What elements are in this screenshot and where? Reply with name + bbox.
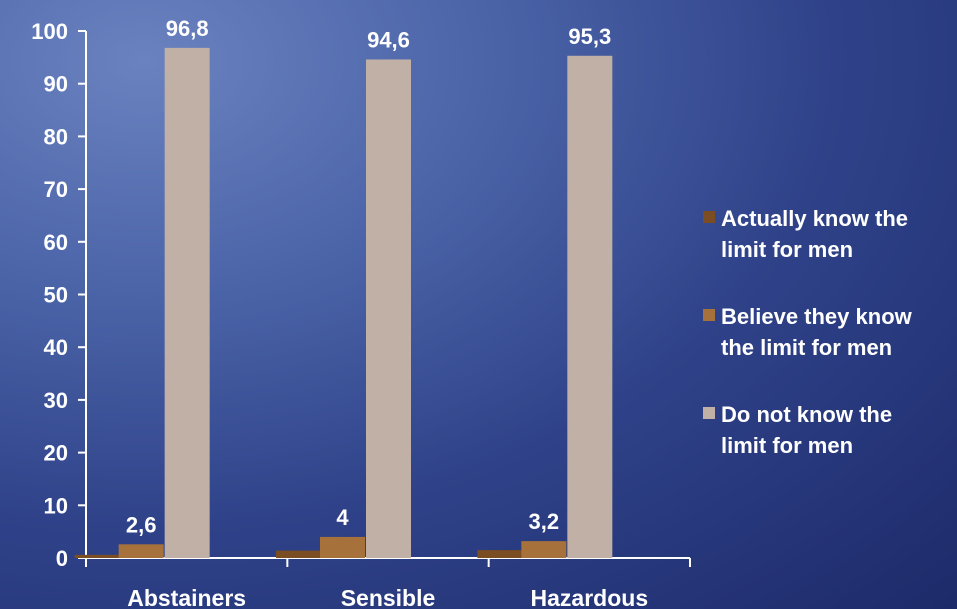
y-tick-label: 80: [44, 124, 68, 149]
data-label: 3,2: [529, 509, 560, 534]
legend-label: Actually know the: [721, 206, 908, 231]
bar-abstainers-s2: [118, 544, 164, 558]
data-label: 94,6: [367, 27, 410, 52]
bar-abstainers-s3: [164, 47, 210, 558]
legend-swatch: [703, 309, 715, 321]
data-label: 2,6: [126, 512, 157, 537]
y-tick-label: 40: [44, 335, 68, 360]
bar-sensible-s3: [366, 59, 411, 558]
legend-label: limit for men: [721, 433, 853, 458]
legend-label: Believe they know: [721, 304, 913, 329]
y-tick-label: 50: [44, 283, 68, 308]
bar-sensible-s1: [276, 550, 321, 558]
legend-label: Do not know the: [721, 402, 892, 427]
y-tick-label: 20: [44, 441, 68, 466]
bar-hazardous-s1: [477, 550, 523, 558]
y-tick-label: 30: [44, 388, 68, 413]
data-label: 95,3: [568, 24, 611, 49]
bar-sensible-s2: [320, 536, 365, 558]
data-label: 4: [336, 505, 349, 530]
y-tick-label: 100: [31, 19, 68, 44]
data-label: 96,8: [166, 16, 209, 41]
bar-abstainers-s1: [74, 554, 120, 558]
y-tick-label: 60: [44, 230, 68, 255]
legend-swatch: [703, 407, 715, 419]
x-category-label: Sensible: [341, 585, 436, 609]
legend-label: limit for men: [721, 237, 853, 262]
y-tick-label: 70: [44, 177, 68, 202]
y-tick-label: 90: [44, 72, 68, 97]
x-category-label: Abstainers: [127, 585, 246, 609]
legend-swatch: [703, 211, 715, 223]
y-tick-label: 10: [44, 493, 68, 518]
legend-label: the limit for men: [721, 335, 892, 360]
y-tick-label: 0: [56, 546, 68, 571]
bar-hazardous-s2: [521, 541, 567, 558]
x-category-label: Hazardous: [531, 585, 649, 609]
bar-hazardous-s3: [567, 55, 613, 558]
